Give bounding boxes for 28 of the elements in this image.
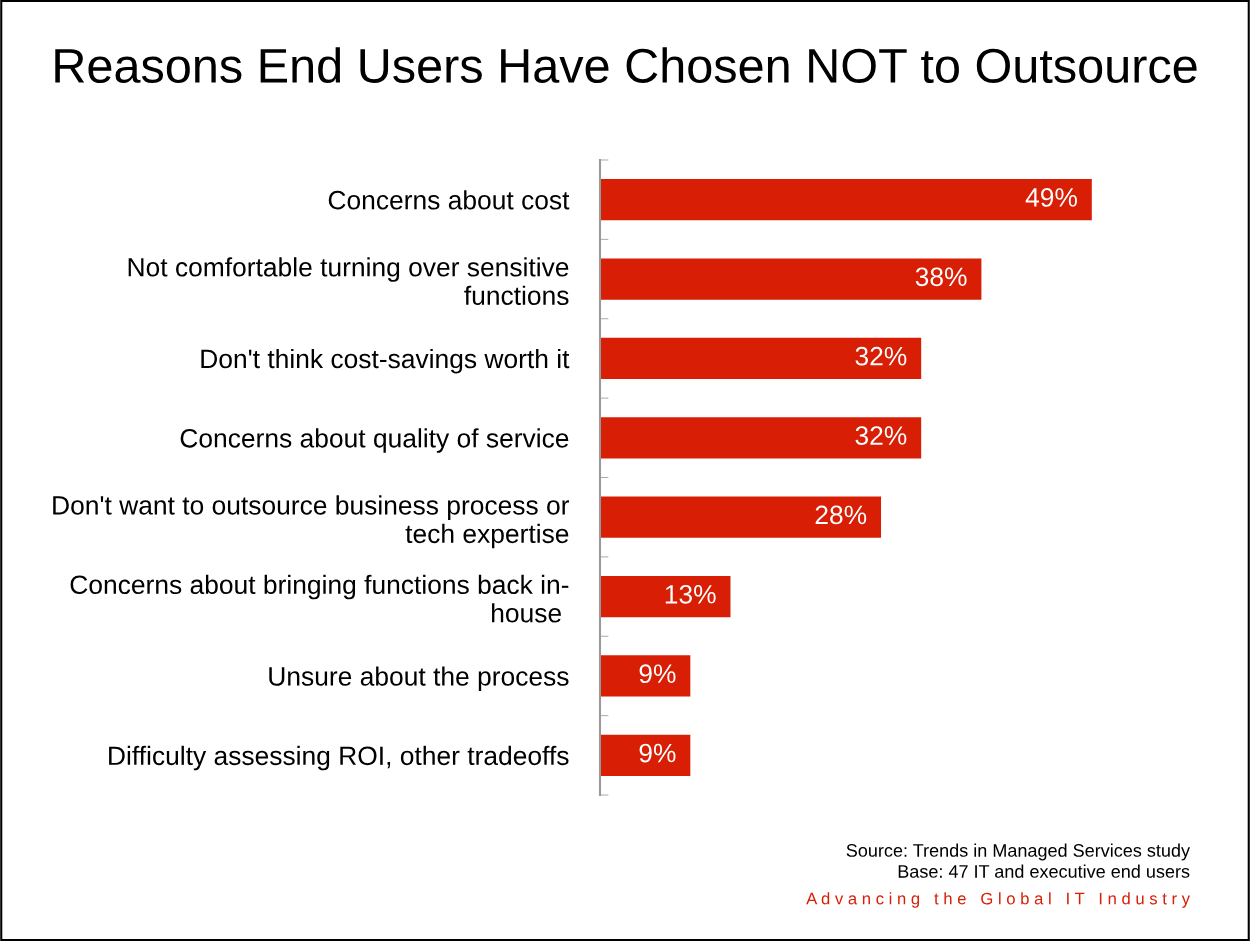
bar (600, 734, 691, 776)
y-tick-label: Unsure about the process (269, 666, 569, 691)
data-label: 28% (815, 505, 867, 525)
data-label: 49% (1025, 188, 1077, 207)
y-tick-label: Difficulty assessing ROI, other tradeoffs (109, 745, 569, 771)
bar (600, 655, 691, 697)
y-tick-label: Concerns about quality of service (180, 428, 569, 453)
text: Base: 47 IT and executive end users (898, 864, 1190, 878)
data-label: 9% (639, 664, 676, 684)
y-tick-label: Don't want to outsource business process or tech expertise (53, 495, 570, 549)
data-label: 38% (915, 267, 967, 287)
y-tick-label: Not comfortable turning over sensitive functions (128, 257, 569, 306)
y-tick-label: Don't think cost-savings worth it (201, 348, 570, 374)
bar (600, 258, 982, 300)
chart-title: Reasons End Users Have Chosen NOT to Outsource (55, 47, 1197, 84)
bar (600, 337, 922, 380)
y-tick-label: Concerns about cost (328, 190, 570, 210)
bar (600, 496, 882, 538)
bar (600, 179, 1092, 221)
bar (600, 417, 922, 459)
data-label: 13% (665, 584, 716, 604)
source-note: Source: Trends in Managed Services study (846, 843, 1190, 861)
data-label: 32% (855, 346, 907, 366)
y-tick-label: Concerns about bringing functions back in- house (70, 574, 569, 623)
bar (600, 575, 731, 618)
text: A d v a n c i n g t h e G l o b a l I T I n d u s t r y (806, 892, 1190, 908)
data-label: 32% (855, 426, 907, 445)
data-label: 9% (639, 743, 676, 763)
